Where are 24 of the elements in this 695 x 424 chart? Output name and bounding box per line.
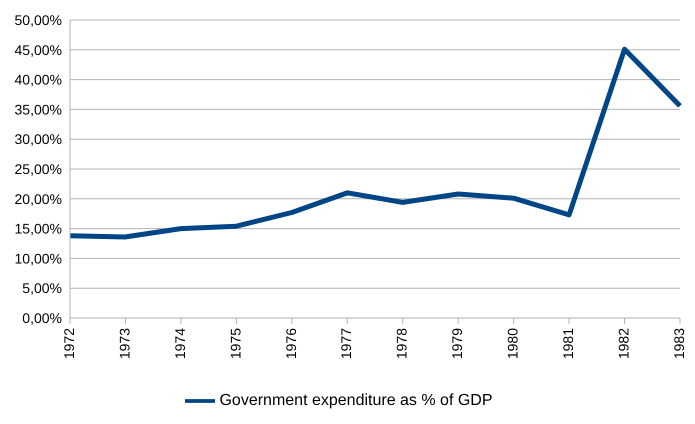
y-tick-label: 30,00%: [14, 131, 62, 148]
x-tick-label: 1980: [504, 328, 521, 360]
x-tick-label: 1974: [172, 328, 188, 360]
y-tick-label: 0,00%: [22, 310, 62, 326]
x-tick-label: 1973: [116, 328, 132, 360]
y-tick-label: 50,00%: [14, 12, 62, 28]
y-tick-label: 20,00%: [14, 190, 62, 207]
y-tick-label: 10,00%: [14, 250, 62, 266]
x-tick-label: 1975: [227, 328, 244, 360]
x-tick-label: 1977: [338, 328, 354, 360]
x-tick-label: 1981: [560, 328, 576, 360]
y-tick-label: 35,00%: [14, 101, 62, 118]
x-tick-label: 1976: [282, 328, 299, 360]
y-tick-label: 15,00%: [14, 220, 62, 237]
x-tick-label: 1978: [394, 328, 410, 360]
y-tick-label: 40,00%: [14, 72, 62, 88]
x-tick-label: 1979: [449, 328, 466, 360]
y-tick-label: 45,00%: [14, 42, 62, 58]
x-tick-label: 1983: [670, 328, 687, 360]
y-tick-label: 25,00%: [14, 160, 62, 177]
legend-label: Government expenditure as % of GDP: [219, 392, 493, 410]
x-tick-label: 1982: [615, 328, 632, 360]
x-tick-label: 1972: [60, 328, 77, 360]
y-tick-label: 5,00%: [22, 280, 62, 296]
